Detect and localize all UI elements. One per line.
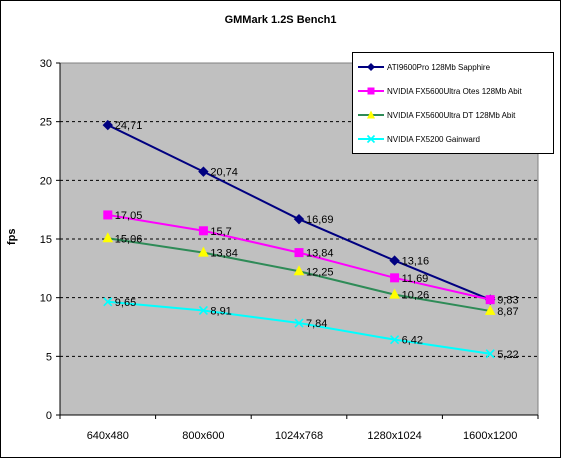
data-label: 13,84 xyxy=(306,248,334,260)
series-2-point xyxy=(484,304,496,315)
legend-item: NVIDIA FX5600Ultra DT 128Mb Abit xyxy=(357,108,515,122)
y-tick-label: 30 xyxy=(40,58,52,70)
series-1-point xyxy=(198,226,208,236)
y-tick-label: 5 xyxy=(46,351,52,363)
legend-swatch xyxy=(358,63,384,71)
data-label: 12,25 xyxy=(306,266,334,278)
data-label: 10,26 xyxy=(402,290,430,302)
y-tick-label: 0 xyxy=(46,410,52,422)
series-3-point xyxy=(198,305,208,316)
series-2-point xyxy=(293,265,305,276)
series-2-point xyxy=(198,246,209,257)
series-2-point xyxy=(102,232,114,243)
legend-label: ATI9600Pro 128Mb Sapphire xyxy=(387,62,491,72)
series-0-point xyxy=(198,166,209,177)
x-tick-label: 640x480 xyxy=(87,430,129,442)
data-label: 11,69 xyxy=(402,273,429,285)
series-3-point xyxy=(103,297,113,307)
data-label: 7,84 xyxy=(306,318,327,330)
series-0-point xyxy=(293,213,305,225)
legend-item: NVIDIA FX5200 Gainward xyxy=(357,132,480,146)
data-label: 16,69 xyxy=(306,214,334,226)
data-label: 13,84 xyxy=(210,248,238,260)
x-tick-label: 1600x1200 xyxy=(463,430,517,442)
legend: ATI9600Pro 128Mb Sapphire NVIDIA FX5600Ul… xyxy=(352,52,554,154)
series-1-point xyxy=(390,273,400,283)
x-tick-label: 1280x1024 xyxy=(367,430,421,442)
legend-label: NVIDIA FX5600Ultra DT 128Mb Abit xyxy=(387,110,516,120)
series-1-point xyxy=(103,210,113,220)
data-label: 15,06 xyxy=(115,233,143,245)
series-3-point xyxy=(390,335,400,345)
data-label: 5,22 xyxy=(497,349,518,361)
series-0-point xyxy=(389,255,400,266)
legend-item: NVIDIA FX5600Ultra Otes 128Mb Abit xyxy=(357,84,522,98)
y-tick-label: 10 xyxy=(40,293,52,305)
data-label: 9,83 xyxy=(497,295,518,307)
series-0-point xyxy=(102,119,114,131)
x-tick-label: 800x600 xyxy=(182,430,224,442)
series-3-point xyxy=(485,349,495,359)
data-label: 6,42 xyxy=(402,335,423,347)
data-label: 8,87 xyxy=(497,306,518,318)
y-tick-label: 20 xyxy=(40,175,52,187)
data-label: 24,71 xyxy=(115,120,143,132)
y-tick-label: 15 xyxy=(40,234,52,246)
data-label: 9,65 xyxy=(115,297,136,309)
data-label: 15,7 xyxy=(210,226,231,238)
y-tick-label: 25 xyxy=(40,117,52,129)
data-label: 13,16 xyxy=(402,256,430,268)
series-1-point xyxy=(294,248,304,258)
legend-label: NVIDIA FX5600Ultra Otes 128Mb Abit xyxy=(387,86,522,96)
data-label: 17,05 xyxy=(115,210,143,222)
data-label: 8,91 xyxy=(210,305,231,317)
series-3-point xyxy=(294,318,304,328)
legend-swatch xyxy=(358,87,384,95)
legend-swatch xyxy=(358,134,384,144)
series-2-point xyxy=(389,288,400,299)
data-label: 20,74 xyxy=(210,167,238,179)
series-1-point xyxy=(485,295,495,305)
x-tick-label: 1024x768 xyxy=(275,430,323,442)
legend-swatch xyxy=(358,110,384,119)
legend-item: ATI9600Pro 128Mb Sapphire xyxy=(357,60,490,74)
chart-title: GMMark 1.2S Bench1 xyxy=(224,14,337,26)
legend-label: NVIDIA FX5200 Gainward xyxy=(387,134,480,144)
